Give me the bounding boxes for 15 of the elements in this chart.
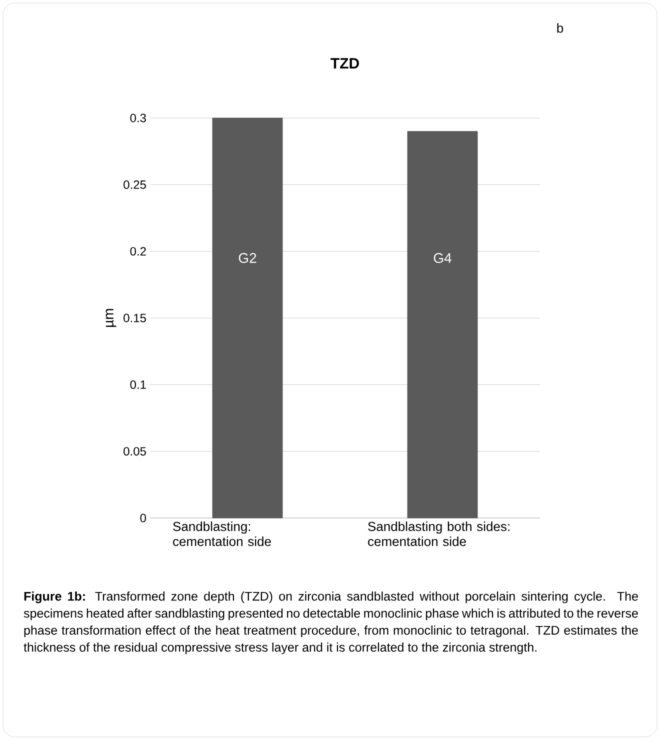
y-axis-title: µm	[106, 309, 116, 327]
annotation: G4	[434, 253, 452, 263]
x-tick-label: Sandblasting both sides: cementation side	[368, 522, 510, 546]
y-tick-label: 0.25	[124, 180, 146, 189]
y-tick-label: 0.3	[130, 114, 146, 122]
text: Figure 1b: Transformed zone depth (TZD) on zirconia sandblasted without porcelain sintering cycle. The specimens heated after sandblasting presented no detectable monoclinic phase which is attributed to the reverse phase transformation effect of the heat treatment procedure, from monoclinic to tetragonal. TZD estimates the thickness of the residual compressive stress layer and it is correlated to the zirconia strength.	[24, 592, 638, 654]
y-tick-label: 0.15	[124, 314, 146, 322]
y-tick-label: 0.05	[124, 447, 146, 456]
annotation: G2	[238, 253, 256, 263]
y-tick-label: 0.2	[130, 247, 146, 256]
chart-title: TZD	[330, 58, 359, 68]
x-tick-label: Sandblasting: cementation side	[173, 522, 271, 546]
text: b	[557, 23, 564, 33]
y-tick-label: 0.1	[130, 380, 146, 389]
y-tick-label: 0	[140, 514, 146, 522]
